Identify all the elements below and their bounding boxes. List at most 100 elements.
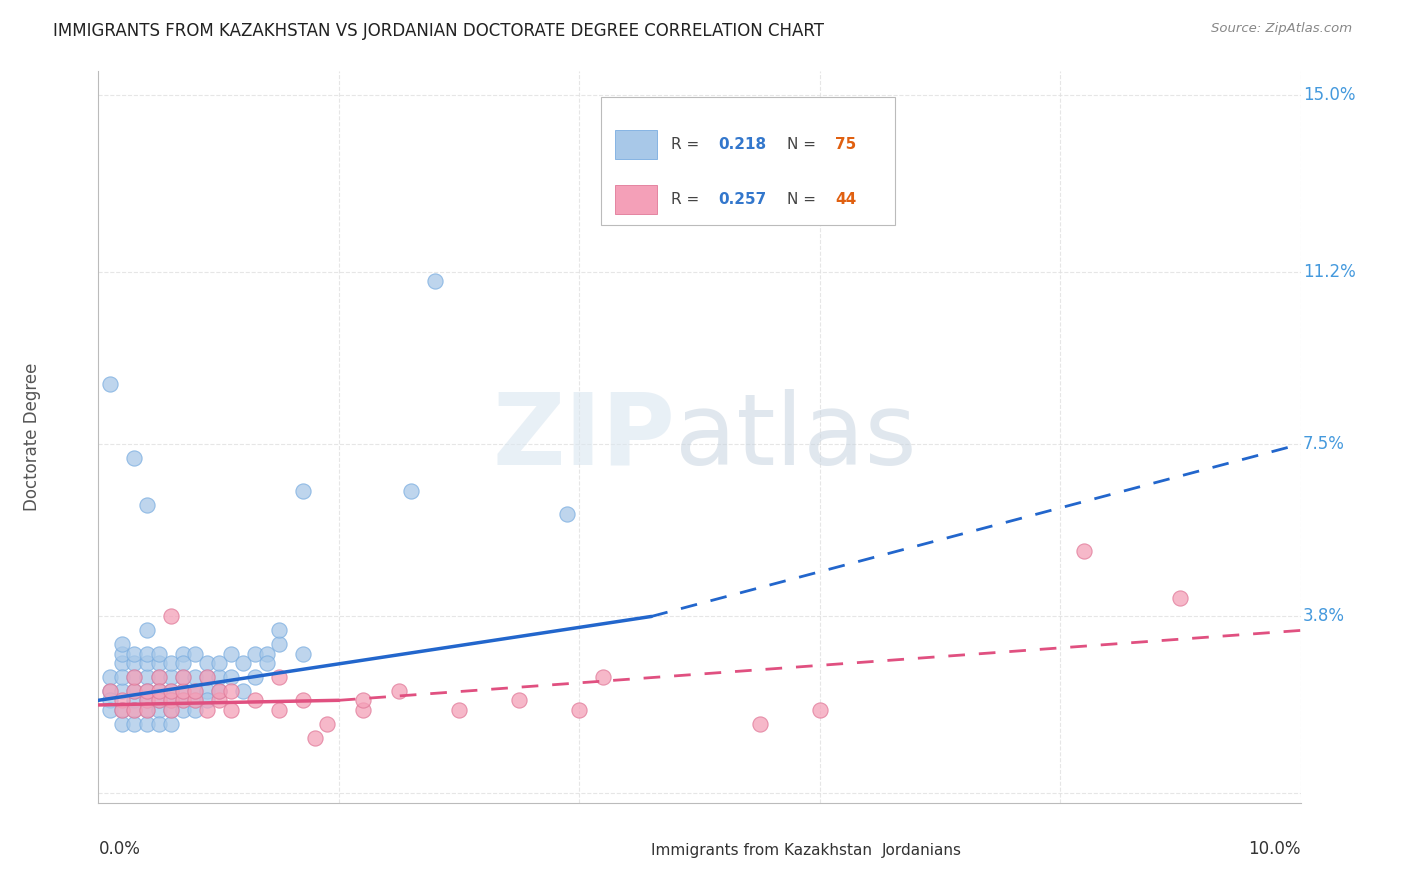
Point: [148, 716, 170, 731]
Point: [135, 703, 157, 717]
Point: [1073, 544, 1095, 558]
Text: 0.0%: 0.0%: [98, 840, 141, 858]
Point: [267, 670, 290, 684]
Point: [195, 693, 218, 707]
Point: [148, 670, 170, 684]
Point: [195, 670, 218, 684]
Point: [208, 684, 231, 698]
Point: [172, 647, 194, 661]
Point: [159, 693, 181, 707]
Text: 10.0%: 10.0%: [1249, 840, 1301, 858]
Point: [111, 647, 134, 661]
Point: [208, 693, 231, 707]
Point: [172, 684, 194, 698]
Text: Source: ZipAtlas.com: Source: ZipAtlas.com: [1212, 22, 1353, 36]
Point: [111, 637, 134, 651]
Point: [124, 703, 146, 717]
Text: IMMIGRANTS FROM KAZAKHSTAN VS JORDANIAN DOCTORATE DEGREE CORRELATION CHART: IMMIGRANTS FROM KAZAKHSTAN VS JORDANIAN …: [53, 22, 824, 40]
Point: [111, 656, 134, 670]
Point: [124, 684, 146, 698]
Point: [124, 451, 146, 466]
Point: [219, 703, 242, 717]
Point: [183, 647, 205, 661]
Point: [135, 684, 157, 698]
Point: [219, 670, 242, 684]
Point: [159, 693, 181, 707]
Point: [172, 693, 194, 707]
Bar: [616, 130, 658, 159]
Point: [159, 656, 181, 670]
Point: [172, 684, 194, 698]
Point: [748, 716, 770, 731]
Point: [111, 684, 134, 698]
Point: [135, 693, 157, 707]
Point: [183, 670, 205, 684]
Text: 0.257: 0.257: [718, 192, 766, 207]
Point: [388, 684, 411, 698]
Text: 0.218: 0.218: [718, 137, 766, 152]
Point: [135, 670, 157, 684]
Point: [1170, 591, 1192, 605]
Point: [135, 498, 157, 512]
Point: [183, 684, 205, 698]
Point: [135, 703, 157, 717]
Point: [135, 624, 157, 638]
Text: Doctorate Degree: Doctorate Degree: [24, 363, 41, 511]
Point: [243, 670, 266, 684]
Point: [100, 703, 122, 717]
Point: [219, 647, 242, 661]
Point: [172, 693, 194, 707]
Point: [243, 693, 266, 707]
Point: [399, 483, 422, 498]
Point: [148, 693, 170, 707]
Point: [808, 703, 831, 717]
Point: [232, 656, 254, 670]
FancyBboxPatch shape: [600, 97, 896, 225]
Text: N =: N =: [787, 137, 821, 152]
Point: [352, 703, 374, 717]
Point: [195, 656, 218, 670]
Point: [172, 703, 194, 717]
Text: 75: 75: [835, 137, 856, 152]
Point: [256, 647, 278, 661]
Point: [208, 656, 231, 670]
Text: ZIP: ZIP: [492, 389, 675, 485]
Point: [159, 684, 181, 698]
Point: [291, 693, 314, 707]
Point: [159, 684, 181, 698]
Point: [124, 670, 146, 684]
Point: [352, 693, 374, 707]
Point: [304, 731, 326, 745]
Bar: [616, 185, 658, 214]
Point: [135, 647, 157, 661]
Point: [243, 647, 266, 661]
Point: [159, 609, 181, 624]
Point: [124, 716, 146, 731]
Text: R =: R =: [671, 137, 704, 152]
Point: [291, 647, 314, 661]
Point: [124, 670, 146, 684]
Point: [148, 684, 170, 698]
Text: atlas: atlas: [675, 389, 917, 485]
Point: [195, 670, 218, 684]
Point: [135, 693, 157, 707]
Point: [183, 703, 205, 717]
Text: 11.2%: 11.2%: [1303, 262, 1355, 281]
Point: [111, 693, 134, 707]
Point: [135, 684, 157, 698]
Text: Jordanians: Jordanians: [882, 843, 962, 858]
Text: Immigrants from Kazakhstan: Immigrants from Kazakhstan: [651, 843, 872, 858]
Point: [447, 703, 470, 717]
Point: [195, 684, 218, 698]
Text: 44: 44: [835, 192, 856, 207]
Point: [159, 670, 181, 684]
Point: [100, 693, 122, 707]
Point: [135, 656, 157, 670]
Point: [159, 716, 181, 731]
Point: [172, 670, 194, 684]
Point: [159, 703, 181, 717]
Point: [148, 647, 170, 661]
Point: [423, 274, 446, 288]
Point: [124, 656, 146, 670]
Point: [100, 684, 122, 698]
